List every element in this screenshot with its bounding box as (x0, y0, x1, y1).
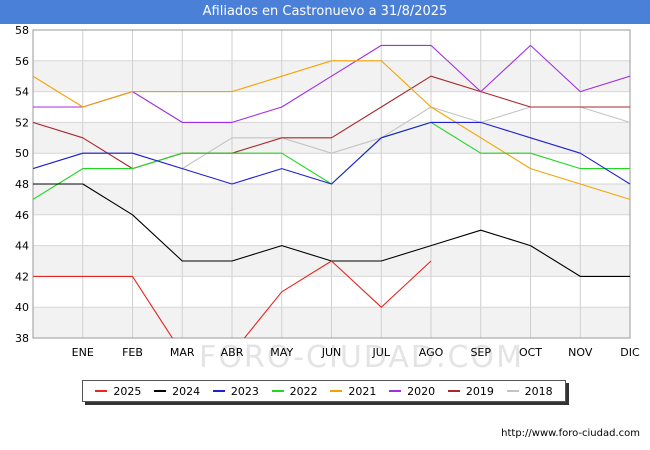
legend-item-2018: 2018 (506, 384, 553, 398)
chart-legend: 2025 2024 2023 2022 2021 2020 2019 2018 (82, 380, 566, 402)
series-line-2025 (33, 260, 432, 338)
legend-item-2021: 2021 (330, 385, 376, 398)
y-tick-label: 50 (15, 147, 29, 160)
legend-item-2024: 2024 (154, 385, 200, 398)
y-tick-label: 48 (15, 178, 29, 191)
y-tick-label: 46 (15, 209, 29, 222)
x-tick-label: AGO (419, 346, 444, 359)
x-tick-label: OCT (519, 346, 542, 359)
legend-label: 2021 (348, 384, 377, 398)
y-tick-label: 38 (15, 332, 29, 345)
legend-item-2022: 2022 (271, 384, 318, 398)
x-tick-label: MAR (170, 346, 195, 359)
legend-item-2020: 2020 (389, 385, 435, 398)
legend-swatch (506, 390, 519, 392)
legend-swatch (330, 390, 343, 392)
legend-swatch (95, 390, 108, 392)
footer-url: http://www.foro-ciudad.com (501, 428, 640, 439)
legend-item-2019: 2019 (447, 384, 494, 398)
x-tick-label: JUN (321, 346, 342, 359)
y-tick-label: 54 (15, 86, 29, 99)
series-line-2021 (33, 60, 630, 200)
legend-item-2025: 2025 (95, 385, 141, 398)
legend-label: 2023 (230, 384, 259, 398)
x-tick-label: FEB (122, 346, 143, 359)
series-line-2023 (33, 121, 630, 185)
legend-label: 2022 (289, 384, 318, 398)
series-group (33, 44, 630, 338)
y-tick-label: 52 (15, 116, 29, 129)
y-tick-label: 56 (15, 55, 29, 68)
legend-label: 2024 (172, 384, 201, 398)
y-tick-label: 42 (15, 270, 29, 283)
watermark: FORO-CIUDAD.COM (199, 340, 524, 375)
legend-swatch (447, 390, 460, 392)
x-tick-label: JUL (372, 346, 391, 359)
x-tick-label: ABR (221, 346, 244, 359)
y-tick-label: 44 (15, 240, 29, 253)
legend-swatch (154, 390, 167, 392)
legend-swatch (212, 390, 225, 392)
x-tick-label: NOV (568, 346, 593, 359)
x-tick-label: SEP (470, 346, 491, 359)
y-tick-label: 58 (15, 24, 29, 37)
legend-swatch (271, 390, 284, 392)
x-tick-label: DIC (620, 346, 640, 359)
legend-label: 2025 (113, 384, 142, 398)
x-tick-label: ENE (72, 346, 94, 359)
legend-label: 2019 (465, 384, 494, 398)
legend-label: 2020 (407, 384, 436, 398)
legend-item-2023: 2023 (212, 384, 259, 398)
legend-swatch (389, 390, 402, 392)
legend-label: 2018 (524, 384, 553, 398)
y-tick-label: 40 (15, 301, 29, 314)
chart-title: Afiliados en Castronuevo a 31/8/2025 (0, 0, 650, 24)
x-tick-label: MAY (270, 346, 293, 359)
